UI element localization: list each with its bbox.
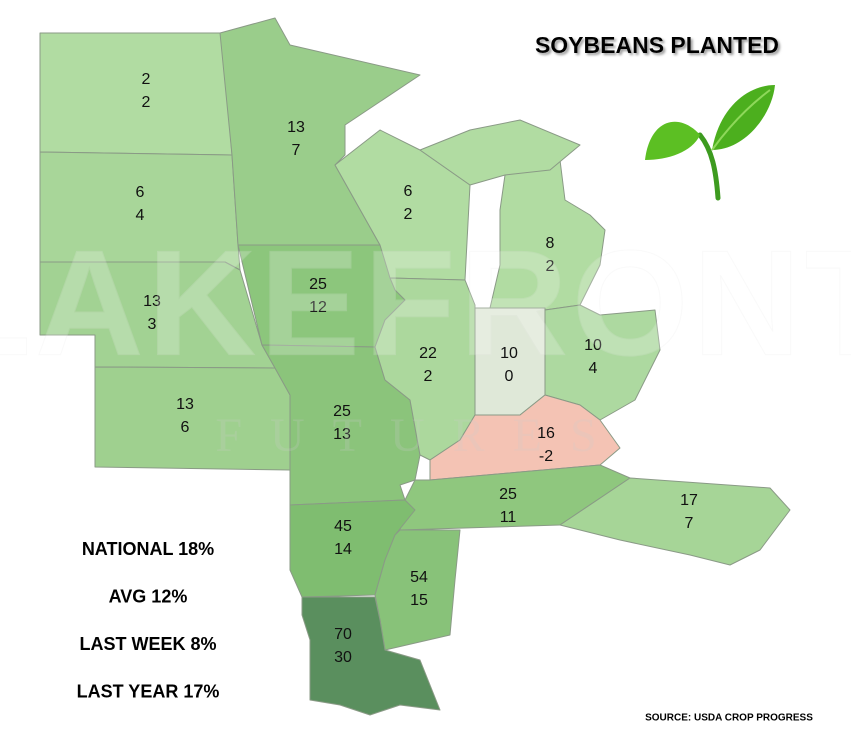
change-value: 2 [404,206,413,223]
summary-line: LAST WEEK 8% [79,634,216,654]
change-value: 4 [589,360,598,377]
planted-value: 70 [334,626,352,643]
change-value: -2 [539,448,553,465]
planted-value: 2 [142,71,151,88]
summary-line: AVG 12% [109,586,188,606]
planted-value: 16 [537,425,555,442]
change-value: 14 [334,541,352,558]
sprout-icon [645,85,775,201]
change-value: 30 [334,649,352,666]
planted-value: 13 [176,396,194,413]
summary: NATIONAL 18% AVG 12% LAST WEEK 8% LAST YEAR… [77,539,220,702]
planted-value: 25 [333,403,351,420]
state: 82 [419,119,606,311]
state: 16-2 [429,394,621,481]
planted-value: 10 [500,345,518,362]
state: 22 [39,32,233,156]
planted-value: 54 [410,569,428,586]
planted-value: 25 [309,276,327,293]
planted-value: 6 [136,184,145,201]
change-value: 3 [148,316,157,333]
change-value: 6 [181,419,190,436]
change-value: 7 [685,515,694,532]
change-value: 4 [136,207,145,224]
title: SOYBEANS PLANTED [535,32,779,58]
change-value: 2 [424,368,433,385]
planted-value: 45 [334,518,352,535]
change-value: 2 [142,94,151,111]
planted-value: 6 [404,183,413,200]
state: 62 [334,129,471,281]
states: 226413313613725122513622228210010416-225… [39,17,791,716]
summary-line: LAST YEAR 17% [77,681,220,701]
state-shape [559,477,791,566]
watermark-brand: LAKEFRONT [0,219,851,387]
change-value: 12 [309,299,327,316]
state-shape [429,394,621,481]
state-shape [39,32,233,156]
change-value: 0 [505,368,514,385]
state-shape [374,529,461,651]
state: 133 [39,261,276,369]
state: 104 [544,304,661,421]
planted-value: 8 [546,235,555,252]
planted-value: 22 [419,345,437,362]
watermark: LAKEFRONT FUTURES [0,218,851,462]
change-value: 15 [410,592,428,609]
state-shape [489,159,606,311]
planted-value: 10 [584,337,602,354]
change-value: 13 [333,426,351,443]
planted-value: 13 [143,293,161,310]
state: 177 [559,477,791,566]
change-value: 11 [500,509,517,526]
state-shape [219,17,421,246]
planted-value: 17 [680,492,698,509]
state-shape [334,129,471,281]
source: SOURCE: USDA CROP PROGRESS [645,713,813,724]
planted-value: 25 [499,486,517,503]
summary-line: NATIONAL 18% [82,539,214,559]
change-value: 7 [292,142,301,159]
state-shape [419,119,581,186]
change-value: 2 [546,258,555,275]
watermark-sub: FUTURES [215,409,624,462]
state: 222 [374,277,476,461]
state-shape [301,596,441,716]
state: 137 [219,17,421,246]
planted-value: 13 [287,119,305,136]
